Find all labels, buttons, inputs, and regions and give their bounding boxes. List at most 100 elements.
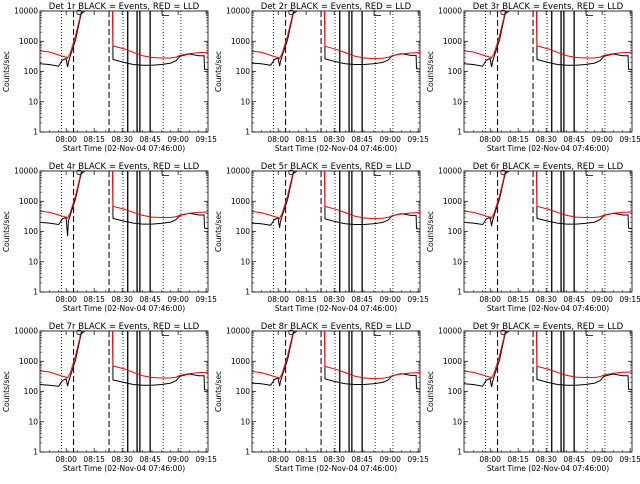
markers: [500, 9, 594, 16]
y-axis: 1 10 100 1000 10000 Counts/sec: [426, 167, 632, 297]
chart-title: Det 3r BLACK = Events, RED = LLD: [473, 2, 624, 12]
x-axis: 08:00 08:15 08:30 08:45 09:00 09:15 Start Time…: [49, 11, 217, 153]
x-tick-label: 08:15: [295, 455, 317, 464]
series-group: [252, 11, 420, 70]
y-axis: 1 10 100 1000 10000 Counts/sec: [214, 327, 420, 457]
marker-bracket: [585, 169, 594, 176]
x-tick-label: 09:00: [591, 455, 613, 464]
x-tick-label: 08:45: [563, 295, 585, 304]
y-axis: 1 10 100 1000 10000 Counts/sec: [2, 7, 208, 137]
x-axis: 08:00 08:15 08:30 08:45 09:00 09:15 Start Time…: [261, 11, 429, 153]
series-group: [464, 11, 632, 71]
chart-title: Det 5r BLACK = Events, RED = LLD: [261, 162, 412, 172]
x-tick-label: 08:00: [55, 135, 77, 144]
x-tick-label: 09:15: [195, 455, 217, 464]
y-tick-label: 10000: [438, 167, 462, 176]
x-tick-label: 08:15: [507, 295, 529, 304]
series-line-events: [40, 331, 208, 391]
marker-circle: [500, 329, 507, 336]
y-tick-label: 10000: [14, 7, 38, 16]
y-tick-label: 100: [448, 67, 463, 76]
y-tick-label: 10: [240, 97, 250, 106]
x-tick-label: 08:15: [83, 455, 105, 464]
x-tick-label: 09:15: [407, 295, 429, 304]
marker-circle: [500, 9, 507, 16]
x-tick-label: 08:30: [323, 135, 345, 144]
vertical-markers: [273, 11, 394, 132]
chart-title: Det 1r BLACK = Events, RED = LLD: [49, 2, 200, 12]
y-tick-label: 100: [236, 387, 251, 396]
series-line-events: [40, 11, 208, 71]
marker-bracket: [585, 329, 594, 336]
plot-frame: [39, 330, 209, 453]
marker-bracket: [161, 329, 170, 336]
y-axis-label: Counts/sec: [2, 371, 11, 412]
series-group: [464, 331, 632, 391]
x-tick-label: 08:00: [267, 295, 289, 304]
x-tick-label: 09:00: [167, 295, 189, 304]
markers: [500, 329, 594, 336]
vertical-markers: [485, 11, 606, 132]
vertical-markers: [61, 171, 182, 292]
x-tick-label: 08:30: [535, 135, 557, 144]
vertical-markers: [485, 171, 606, 292]
y-tick-label: 1000: [19, 197, 38, 206]
plot-frame: [39, 170, 209, 293]
y-tick-label: 1: [457, 288, 462, 297]
markers: [288, 169, 382, 176]
y-tick-label: 10000: [438, 7, 462, 16]
y-tick-label: 100: [24, 227, 39, 236]
y-axis: 1 10 100 1000 10000 Counts/sec: [214, 167, 420, 297]
series-line-lld: [40, 171, 208, 219]
x-axis-label: Start Time (02-Nov-04 07:46:00): [487, 304, 609, 313]
x-tick-label: 09:00: [591, 295, 613, 304]
marker-circle: [288, 169, 295, 176]
chart-title: Det 4r BLACK = Events, RED = LLD: [49, 162, 200, 172]
chart-title: Det 8r BLACK = Events, RED = LLD: [261, 322, 412, 332]
y-tick-label: 10000: [226, 327, 250, 336]
x-tick-label: 09:15: [407, 135, 429, 144]
x-tick-label: 08:15: [507, 135, 529, 144]
y-tick-label: 100: [236, 227, 251, 236]
x-tick-label: 09:00: [167, 135, 189, 144]
series-line-lld: [464, 331, 632, 379]
y-axis: 1 10 100 1000 10000 Counts/sec: [426, 7, 632, 137]
y-tick-label: 1: [245, 128, 250, 137]
series-line-events: [464, 171, 632, 230]
series-line-lld: [252, 171, 420, 220]
y-axis-label: Counts/sec: [426, 51, 435, 92]
vertical-markers: [61, 331, 182, 452]
x-tick-label: 08:15: [83, 135, 105, 144]
x-axis-label: Start Time (02-Nov-04 07:46:00): [275, 304, 397, 313]
y-axis-label: Counts/sec: [214, 51, 223, 92]
x-tick-label: 08:30: [111, 455, 133, 464]
y-tick-label: 1000: [443, 197, 462, 206]
x-tick-label: 08:30: [535, 295, 557, 304]
chart-title: Det 9r BLACK = Events, RED = LLD: [473, 322, 624, 332]
y-tick-label: 1000: [231, 357, 250, 366]
markers: [76, 169, 170, 176]
x-tick-label: 08:30: [535, 455, 557, 464]
y-tick-label: 1000: [19, 357, 38, 366]
plot-frame: [463, 330, 633, 453]
x-tick-label: 08:00: [55, 295, 77, 304]
y-tick-label: 1000: [231, 37, 250, 46]
marker-bracket: [373, 169, 382, 176]
x-axis-label: Start Time (02-Nov-04 07:46:00): [63, 464, 185, 473]
x-tick-label: 08:45: [351, 135, 373, 144]
y-axis-label: Counts/sec: [2, 51, 11, 92]
series-line-events: [252, 331, 420, 390]
series-line-lld: [40, 331, 208, 379]
y-tick-label: 10000: [226, 7, 250, 16]
marker-bracket: [161, 169, 170, 176]
series-group: [252, 331, 420, 390]
y-tick-label: 1000: [19, 37, 38, 46]
marker-bracket: [373, 9, 382, 16]
series-group: [40, 171, 208, 237]
y-tick-label: 10: [28, 417, 38, 426]
vertical-markers: [273, 171, 394, 292]
y-tick-label: 100: [24, 387, 39, 396]
chart-panel-1: Det 1r BLACK = Events, RED = LLD 1 10 100 10…: [2, 2, 217, 153]
x-tick-label: 08:30: [323, 295, 345, 304]
